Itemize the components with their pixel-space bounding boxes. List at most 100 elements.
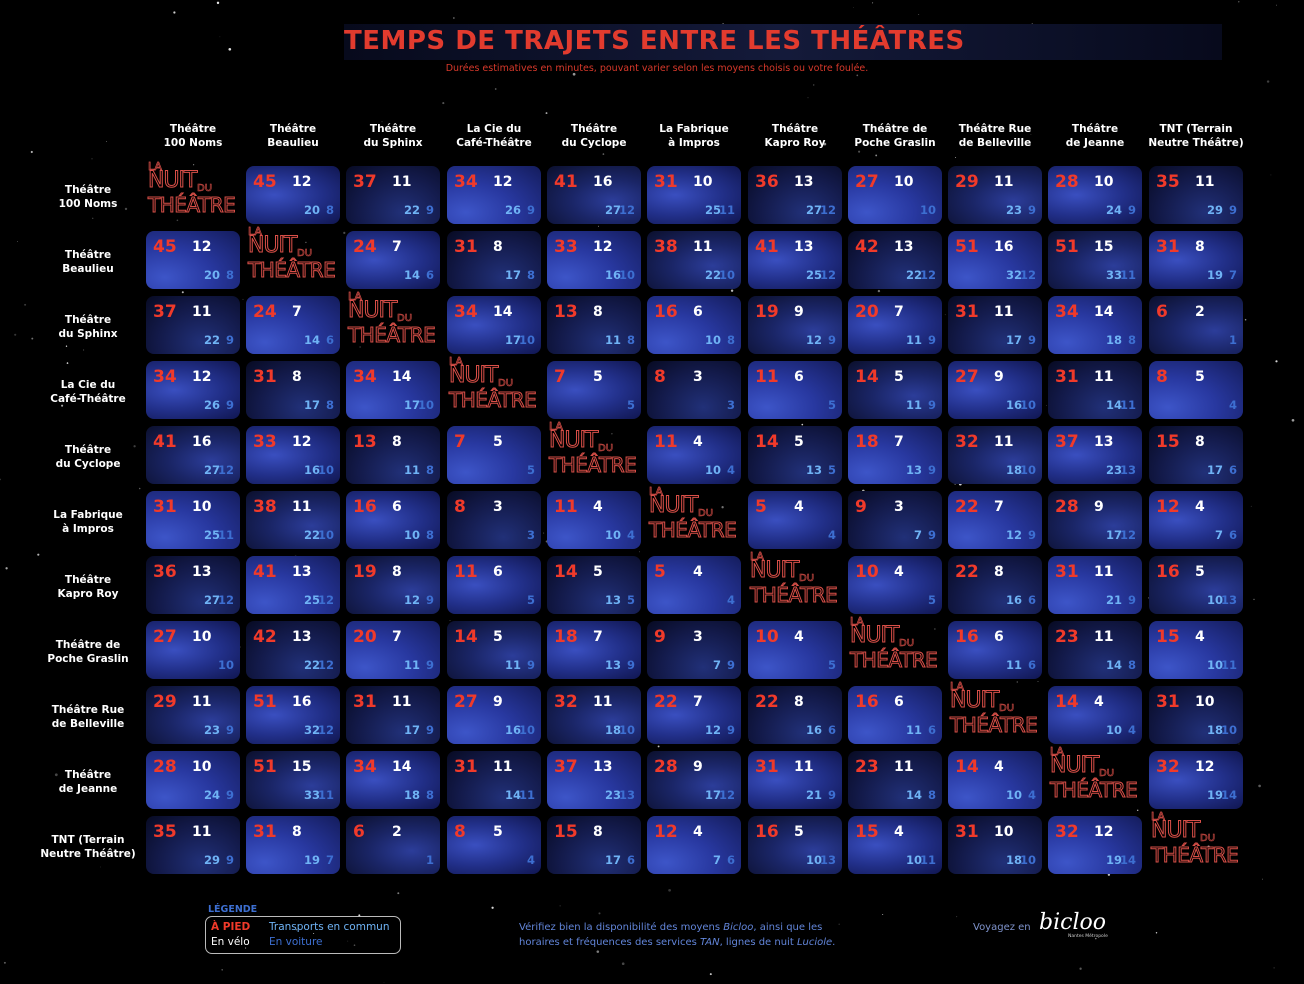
- travel-cell: 10 4 5: [848, 556, 942, 614]
- bike-minutes: 4: [994, 759, 1004, 775]
- walk-minutes: 31: [253, 822, 277, 842]
- transit-minutes: 7: [913, 528, 922, 542]
- bike-minutes: 10: [192, 499, 212, 515]
- travel-cell: 31 10 25 11: [647, 166, 741, 224]
- transit-minutes: 11: [905, 723, 922, 737]
- bike-minutes: 5: [1195, 369, 1205, 385]
- travel-cell: 35 11 29 9: [1149, 166, 1243, 224]
- car-minutes: 5: [827, 463, 836, 477]
- bike-minutes: 7: [593, 629, 603, 645]
- travel-cell: 22 8 16 6: [948, 556, 1042, 614]
- walk-minutes: 27: [855, 172, 879, 192]
- transit-minutes: 22: [303, 658, 320, 672]
- page-title: TEMPS DE TRAJETS ENTRE LES THÉÂTRES: [344, 26, 965, 56]
- car-minutes: 12: [317, 658, 334, 672]
- car-minutes: 9: [927, 463, 936, 477]
- logo-du: DU: [1099, 768, 1115, 780]
- travel-cell: 14 5 11 9: [848, 361, 942, 419]
- car-minutes: 8: [225, 268, 234, 282]
- walk-minutes: 38: [654, 237, 678, 257]
- transit-minutes: 10: [1206, 593, 1223, 607]
- bike-minutes: 10: [192, 629, 212, 645]
- transit-minutes: 27: [604, 203, 621, 217]
- travel-cell: 7 5 5: [447, 426, 541, 484]
- transit-minutes: 17: [604, 853, 621, 867]
- transit-minutes: 10: [905, 853, 922, 867]
- travel-cell: 33 12 16 10: [547, 231, 641, 289]
- walk-minutes: 15: [1156, 432, 1180, 452]
- bike-minutes: 10: [192, 759, 212, 775]
- bike-minutes: 12: [292, 434, 312, 450]
- bike-minutes: 3: [693, 629, 703, 645]
- transit-minutes: 19: [1105, 853, 1122, 867]
- transit-minutes: 25: [805, 268, 822, 282]
- car-minutes: 8: [1127, 333, 1136, 347]
- logo-theatre: THÉÂTRE: [749, 583, 838, 607]
- bike-minutes: 11: [392, 694, 412, 710]
- transit-minutes: 7: [712, 853, 721, 867]
- transit-minutes: 21: [805, 788, 822, 802]
- logo-theatre: THÉÂTRE: [347, 323, 436, 347]
- travel-cell: 34 14 18 8: [346, 751, 440, 809]
- bike-minutes: 11: [994, 174, 1014, 190]
- transit-minutes: 13: [604, 658, 621, 672]
- car-minutes: 8: [325, 398, 334, 412]
- travel-cell: 14 5 13 5: [547, 556, 641, 614]
- travel-cell: 27 9 16 10: [447, 686, 541, 744]
- bike-minutes: 3: [894, 499, 904, 515]
- logo-nuit: NUIT: [148, 168, 198, 193]
- logo-la: LA: [549, 420, 564, 434]
- walk-minutes: 10: [755, 627, 779, 647]
- transit-minutes: 14: [1105, 398, 1122, 412]
- transit-minutes: 14: [1105, 658, 1122, 672]
- travel-cell: 8 5 4: [447, 816, 541, 874]
- car-minutes: 9: [425, 723, 434, 737]
- travel-cell: 45 12 20 8: [246, 166, 340, 224]
- bike-minutes: 5: [1195, 564, 1205, 580]
- walk-minutes: 27: [454, 692, 478, 712]
- walk-minutes: 37: [153, 302, 177, 322]
- column-header: La Fabrique à Impros: [659, 123, 729, 149]
- bike-minutes: 7: [392, 629, 402, 645]
- transit-minutes: 14: [905, 788, 922, 802]
- row-header: La Cie du Café-Théâtre: [50, 379, 126, 405]
- walk-minutes: 32: [1055, 822, 1079, 842]
- walk-minutes: 31: [755, 757, 779, 777]
- transit-minutes: 21: [1105, 593, 1122, 607]
- car-minutes: 3: [726, 398, 735, 412]
- transit-minutes: 27: [805, 203, 822, 217]
- travel-cell: 8 3 3: [447, 491, 541, 549]
- travel-cell: 11 6 5: [748, 361, 842, 419]
- travel-cell: 16 5 10 13: [1149, 556, 1243, 614]
- bike-minutes: 5: [794, 434, 804, 450]
- travel-cell: 31 11 21 9: [1048, 556, 1142, 614]
- travel-cell: 31 10 18 10: [948, 816, 1042, 874]
- transit-minutes: 16: [805, 723, 822, 737]
- bike-minutes: 16: [994, 239, 1014, 255]
- legend-title: LÉGENDE: [208, 904, 258, 915]
- travel-cell: 18 7 13 9: [848, 426, 942, 484]
- travel-cell: 34 12 26 9: [447, 166, 541, 224]
- travel-cell: 16 6 10 8: [346, 491, 440, 549]
- bike-minutes: 16: [292, 694, 312, 710]
- logo-la: LA: [248, 225, 263, 239]
- walk-minutes: 51: [955, 237, 979, 257]
- bike-minutes: 10: [693, 174, 713, 190]
- walk-minutes: 9: [654, 627, 666, 647]
- travel-cell: 22 8 16 6: [748, 686, 842, 744]
- transit-minutes: 18: [604, 723, 621, 737]
- walk-minutes: 37: [554, 757, 578, 777]
- car-minutes: 9: [827, 333, 836, 347]
- travel-cell: 11 4 10 4: [547, 491, 641, 549]
- walk-minutes: 12: [1156, 497, 1180, 517]
- walk-minutes: 22: [955, 497, 979, 517]
- travel-cell: 31 11 14 11: [447, 751, 541, 809]
- car-minutes: 10: [217, 658, 234, 672]
- walk-minutes: 12: [654, 822, 678, 842]
- car-minutes: 4: [526, 853, 535, 867]
- bike-minutes: 15: [1094, 239, 1114, 255]
- travel-cell: 24 7 14 6: [246, 296, 340, 354]
- bike-minutes: 8: [1195, 434, 1205, 450]
- travel-cell: 16 6 11 6: [948, 621, 1042, 679]
- walk-minutes: 34: [353, 757, 377, 777]
